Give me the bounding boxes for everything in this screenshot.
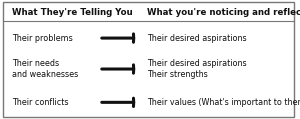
Text: Their conflicts: Their conflicts	[12, 98, 68, 107]
Text: Their desired aspirations
Their strengths: Their desired aspirations Their strength…	[147, 59, 247, 79]
Text: Their problems: Their problems	[12, 34, 73, 43]
Text: Their values (What's important to them): Their values (What's important to them)	[147, 98, 300, 107]
Text: What you're noticing and reflecting back: What you're noticing and reflecting back	[147, 8, 300, 17]
Text: Their desired aspirations: Their desired aspirations	[147, 34, 247, 43]
Text: What They're Telling You: What They're Telling You	[12, 8, 133, 17]
Text: Their needs
and weaknesses: Their needs and weaknesses	[12, 59, 78, 79]
